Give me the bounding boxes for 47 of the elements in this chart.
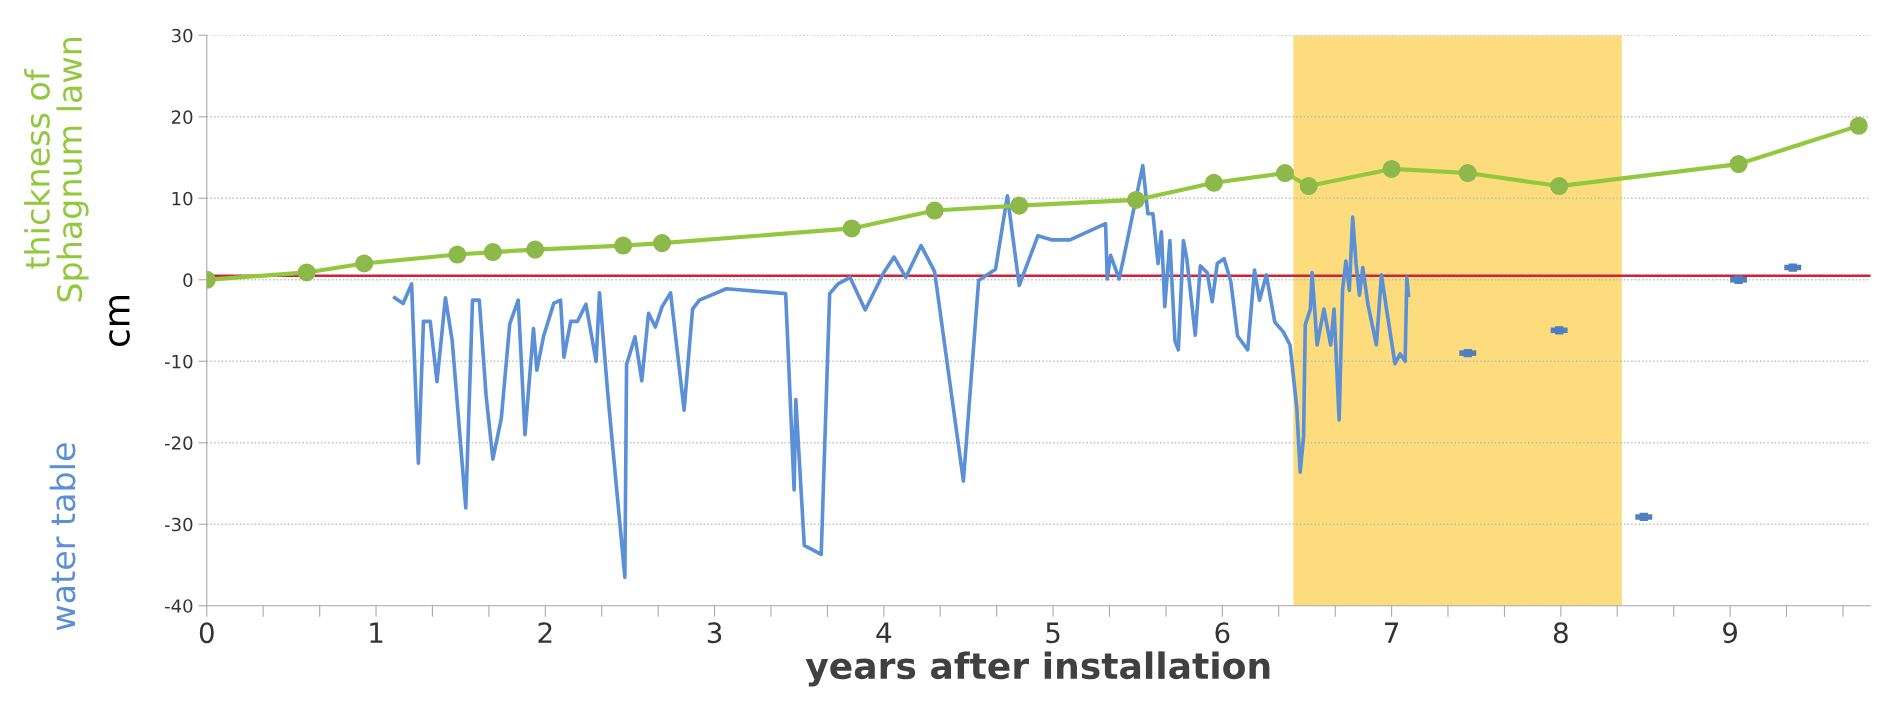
- y-tick-label: -40: [165, 599, 193, 613]
- point: [1550, 177, 1569, 196]
- x-tick-label: 2: [538, 622, 552, 643]
- y-tick-label: -20: [165, 436, 193, 450]
- point: [1729, 155, 1748, 174]
- y-tick-label: 0: [183, 273, 193, 287]
- x-tick-label: 6: [1215, 622, 1230, 644]
- y-tick-label: -10: [165, 354, 193, 369]
- point: [614, 236, 633, 255]
- point: [1204, 173, 1223, 192]
- point: [1554, 326, 1564, 335]
- point: [1010, 196, 1029, 215]
- point: [1639, 512, 1648, 522]
- x-tick-label: 7: [1385, 622, 1399, 643]
- point: [1126, 190, 1146, 209]
- point: [842, 219, 861, 238]
- point: [1788, 263, 1797, 272]
- point: [1299, 177, 1318, 196]
- x-axis-title: years after installation: [805, 651, 1270, 687]
- y-axis-title: cm: [109, 296, 130, 347]
- y-tick-label: -30: [165, 517, 193, 532]
- point: [1382, 159, 1401, 178]
- point: [355, 254, 374, 273]
- text: thickness of Sphagnum lawn: [24, 38, 89, 302]
- point: [483, 243, 502, 262]
- point: [1849, 116, 1868, 135]
- line-series: [392, 163, 1411, 580]
- point: [1734, 275, 1743, 284]
- text: water table: [49, 443, 76, 631]
- point: [297, 263, 316, 282]
- point: [1463, 348, 1472, 358]
- point: [925, 201, 944, 220]
- y-tick-label: 20: [171, 110, 193, 124]
- point: [653, 234, 672, 253]
- y-tick-label: 10: [172, 191, 193, 206]
- x-tick-label: 0: [199, 622, 214, 644]
- point: [1275, 163, 1294, 183]
- point: [526, 240, 545, 259]
- x-tick-label: 9: [1723, 622, 1737, 644]
- y-tick-label: 30: [172, 28, 193, 43]
- x-tick-label: 1: [370, 622, 383, 643]
- x-tick-label: 5: [1046, 622, 1060, 644]
- point: [1458, 163, 1477, 183]
- x-tick-label: 3: [707, 622, 722, 644]
- point: [448, 245, 467, 264]
- x-tick-label: 4: [876, 622, 892, 643]
- x-tick-label: 8: [1553, 622, 1568, 644]
